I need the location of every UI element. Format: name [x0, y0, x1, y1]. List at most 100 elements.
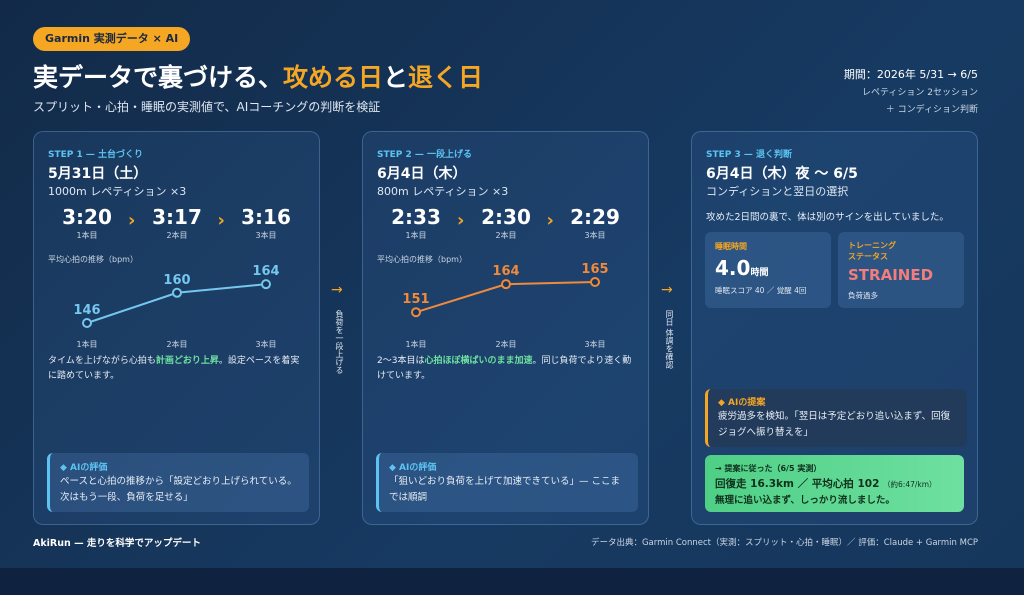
title: 実データで裏づける、攻める日と退く日: [33, 58, 483, 94]
x-label: 2本目: [495, 339, 516, 349]
split-time: 2:29: [570, 205, 620, 229]
line-chart: 151 1本目 164 2本目 165 3本目: [402, 262, 608, 349]
desc-part: 心拍ほぼ横ばいのまま加速: [424, 356, 533, 366]
split-time: 3:17: [152, 205, 202, 229]
hr-label: 160: [163, 273, 190, 288]
split-label: 3本目: [584, 231, 606, 240]
step-label: STEP 2 — 一段上げる: [377, 150, 473, 160]
training-title: トレーニング: [848, 241, 896, 250]
desc-part: 。同じ負荷でより速く動けています。: [377, 356, 632, 381]
proposal-title: ◆ AIの提案: [718, 398, 766, 408]
arrow: →: [331, 282, 343, 298]
sleep-box: 睡眠時間 4.0時間 睡眠スコア 40 ／ 覚醒 4回: [705, 232, 831, 308]
step-date: 6月4日（木）夜 〜 6/5: [706, 166, 858, 182]
hr-label: 151: [402, 292, 429, 307]
desc-part: 。設定ペースを着実に踏めています。: [48, 356, 300, 381]
result-box: → 提案に従った（6/5 実測） 回復走 16.3km ／ 平均心拍 102 （…: [705, 455, 964, 512]
result-title: → 提案に従った（6/5 実測）: [715, 464, 822, 473]
x-label: 1本目: [405, 339, 426, 349]
footer-brand: AkiRun — 走りを科学でアップデート: [33, 538, 201, 549]
step-session: 800m レペティション ×3: [377, 185, 509, 198]
split-label: 2本目: [495, 231, 517, 240]
description: 2〜3本目は心拍ほぼ横ばいのまま加速。同じ負荷でより速く動けています。: [377, 354, 632, 384]
title-highlight: 攻める日: [283, 63, 384, 92]
intro: 攻めた2日間の裏で、体は別のサインを出していました。: [706, 212, 949, 223]
separator: ›: [128, 210, 136, 231]
chart-title: 平均心拍の推移（bpm）: [48, 255, 138, 264]
title-part: と: [383, 63, 409, 92]
step-session: コンディションと翌日の選択: [706, 185, 849, 198]
x-label: 2本目: [166, 339, 187, 349]
hr-label: 146: [73, 303, 100, 318]
result-main: 回復走 16.3km ／ 平均心拍 102 （約6:47/km）: [715, 476, 937, 491]
eval-text: 「狙いどおり負荷を上げて加速できている」— ここまでは順調: [389, 476, 621, 503]
step-date: 5月31日（土）: [48, 166, 148, 182]
card: STEP 1 — 土台づくり 5月31日（土） 1000m レペティション ×3 3:…: [33, 131, 320, 525]
step-label: STEP 1 — 土台づくり: [48, 150, 144, 160]
hr-point: [82, 318, 92, 328]
hr-label: 165: [581, 262, 608, 277]
card: STEP 2 — 一段上げる 6月4日（木） 800m レペティション ×3 2:33…: [362, 131, 649, 525]
split-time: 2:30: [481, 205, 531, 229]
hr-label: 164: [252, 264, 279, 279]
step-label: STEP 3 — 退く判断: [706, 150, 793, 160]
eval-title: ◆ AIの評価: [60, 463, 108, 473]
hr-point: [172, 287, 182, 298]
eval-box: ◆ AIの評価「狙いどおり負荷を上げて加速できている」— ここまでは順調: [376, 453, 638, 512]
step-session: 1000m レペティション ×3: [48, 185, 187, 198]
unit: 時間: [750, 268, 769, 278]
result-pace: （約6:47/km）: [883, 480, 937, 489]
separator: ›: [546, 210, 554, 231]
result-text: 回復走 16.3km ／ 平均心拍 102: [715, 478, 880, 490]
line-chart: 146 1本目 160 2本目 164 3本目: [73, 264, 279, 349]
subtitle: スプリット・心拍・睡眠の実測値で、AIコーチングの判断を検証: [33, 100, 381, 114]
hr-point: [590, 277, 600, 287]
footer-source: データ出典：Garmin Connect（実測：スプリット・心拍・睡眠）／ 評価…: [590, 538, 978, 548]
sleep-value: 4.0時間: [715, 256, 768, 280]
proposal-box: ◆ AIの提案 疲労過多を検知。「翌日は予定どおり追い込まず、回復ジョグへ振り替…: [705, 389, 967, 447]
eval-box: ◆ AIの評価ペースと心拍の推移から「設定どおり上げられている。次はもう一段、負…: [47, 453, 309, 512]
title-highlight: 退く日: [408, 63, 484, 92]
eval-title: ◆ AIの評価: [389, 463, 437, 473]
training-title: ステータス: [848, 252, 888, 261]
proposal-text: 疲労過多を検知。「翌日は予定どおり追い込まず、回復ジョグへ振り替えを」: [718, 411, 951, 438]
period-note: ＋ コンディション判断: [885, 105, 978, 115]
chart-title: 平均心拍の推移（bpm）: [377, 255, 467, 264]
split-label: 3本目: [255, 231, 277, 240]
step-date: 6月4日（木）: [377, 166, 467, 182]
split-time: 2:33: [391, 205, 441, 229]
sleep-note: 睡眠スコア 40 ／ 覚醒 4回: [715, 286, 807, 295]
arrow: →: [661, 282, 673, 298]
separator: ›: [217, 210, 225, 231]
bottom-bar: [0, 568, 1024, 595]
sleep-title: 睡眠時間: [715, 242, 747, 251]
desc-part: 2〜3本目は: [377, 356, 425, 366]
hr-point: [501, 279, 511, 290]
split-time: 3:16: [241, 205, 291, 229]
result-note: 無理に追い込まず、しっかり流しました。: [715, 495, 895, 506]
card: STEP 3 — 退く判断 6月4日（木）夜 〜 6/5 コンディションと翌日の…: [691, 131, 978, 525]
x-label: 1本目: [76, 339, 97, 349]
training-value: STRAINED: [848, 266, 934, 284]
split-label: 1本目: [76, 231, 98, 240]
split-label: 2本目: [166, 231, 188, 240]
hr-label: 164: [492, 264, 519, 279]
arrow-text: 負荷を一段上げる: [335, 310, 344, 374]
hr-point: [261, 279, 271, 290]
badge: Garmin 実測データ × AI: [33, 27, 191, 51]
training-box: トレーニング ステータス STRAINED 負荷過多: [838, 232, 964, 308]
value: 4.0: [715, 256, 751, 280]
split-time: 3:20: [62, 205, 112, 229]
arrow-text: 同日 体調を確認: [665, 310, 674, 369]
eval-text: ペースと心拍の推移から「設定どおり上げられている。次はもう一段、負荷を足せる」: [60, 476, 297, 503]
period: 期間：2026年 5/31 → 6/5: [843, 68, 978, 81]
training-note: 負荷過多: [848, 291, 878, 300]
title-part: 実データで裏づける、: [33, 63, 284, 92]
split-label: 1本目: [405, 231, 427, 240]
description: タイムを上げながら心拍も計画どおり上昇。設定ペースを着実に踏めています。: [48, 354, 303, 384]
separator: ›: [457, 210, 465, 231]
desc-part: 計画どおり上昇: [155, 356, 219, 366]
hr-point: [411, 307, 421, 318]
x-label: 3本目: [584, 339, 605, 349]
